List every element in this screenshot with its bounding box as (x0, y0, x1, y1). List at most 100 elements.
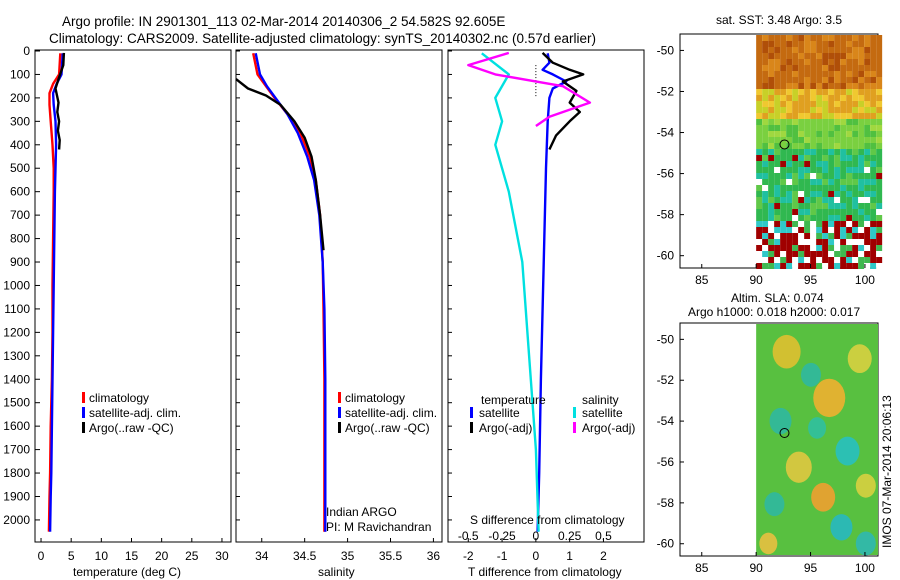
sst-cell (780, 209, 787, 215)
sst-cell (864, 113, 871, 119)
sst-cell (858, 131, 865, 137)
sst-cell (870, 131, 877, 137)
sst-cell (864, 209, 871, 215)
sst-cell (786, 209, 793, 215)
sst-cell (774, 233, 781, 239)
x-tick-label: -1 (497, 549, 508, 563)
sst-cell (870, 89, 877, 95)
sst-cell (798, 107, 805, 113)
figure-title-line2: Climatology: CARS2009. Satellite-adjuste… (49, 31, 596, 46)
sst-cell (816, 59, 823, 65)
sst-cell (876, 263, 883, 269)
sst-cell (876, 239, 883, 245)
sst-cell (858, 101, 865, 107)
sst-cell (834, 65, 841, 71)
sst-cell (846, 155, 853, 161)
sst-cell (816, 167, 823, 173)
sst-cell (876, 83, 883, 89)
sst-cell (816, 215, 823, 221)
sst-cell (858, 167, 865, 173)
sst-cell (804, 149, 811, 155)
sst-cell (816, 197, 823, 203)
sst-cell (822, 215, 829, 221)
sst-cell (870, 263, 877, 269)
sst-cell (768, 155, 775, 161)
sst-cell (816, 209, 823, 215)
sst-cell (780, 245, 787, 251)
sst-cell (840, 245, 847, 251)
sst-cell (822, 107, 829, 113)
sst-cell (810, 161, 817, 167)
sst-cell (762, 143, 769, 149)
sst-cell (786, 131, 793, 137)
sst-cell (768, 77, 775, 83)
sst-cell (822, 251, 829, 257)
sst-cell (768, 59, 775, 65)
sst-cell (810, 41, 817, 47)
sst-cell (792, 35, 799, 41)
sst-cell (792, 167, 799, 173)
sst-cell (786, 77, 793, 83)
sst-cell (762, 161, 769, 167)
sst-cell (864, 125, 871, 131)
sst-cell (834, 71, 841, 77)
sst-cell (768, 161, 775, 167)
x-tick-label: 30 (215, 549, 229, 563)
sst-cell (822, 155, 829, 161)
sst-cell (852, 179, 859, 185)
sst-cell (828, 53, 835, 59)
sst-cell (768, 107, 775, 113)
sst-cell (858, 89, 865, 95)
sst-cell (816, 119, 823, 125)
sst-cell (804, 119, 811, 125)
sst-cell (822, 245, 829, 251)
depth-tick-label: 1800 (3, 466, 30, 480)
sst-cell (876, 107, 883, 113)
sst-cell (768, 137, 775, 143)
sst-cell (858, 77, 865, 83)
float-program-label: Indian ARGO (326, 505, 397, 519)
sst-cell (804, 257, 811, 263)
sst-cell (762, 215, 769, 221)
legend-swatch (82, 392, 85, 403)
sst-cell (768, 185, 775, 191)
sst-cell (822, 173, 829, 179)
sst-cell (858, 245, 865, 251)
sst-cell (870, 239, 877, 245)
sst-cell (756, 53, 763, 59)
sst-cell (858, 185, 865, 191)
legend-label: satellite (582, 406, 623, 420)
sst-cell (858, 251, 865, 257)
sst-cell (876, 173, 883, 179)
sst-cell (816, 143, 823, 149)
sla-blob (811, 482, 836, 512)
sst-cell (762, 125, 769, 131)
series-line-argo-raw-qc- (235, 78, 325, 251)
sst-cell (798, 227, 805, 233)
sst-cell (798, 95, 805, 101)
sst-cell (774, 83, 781, 89)
sst-cell (870, 107, 877, 113)
sst-cell (870, 35, 877, 41)
sst-cell (756, 227, 763, 233)
sst-cell (864, 263, 871, 269)
sst-cell (846, 119, 853, 125)
sst-cell (774, 257, 781, 263)
sst-cell (816, 35, 823, 41)
legend-swatch (470, 407, 473, 418)
depth-tick-label: 600 (10, 185, 30, 199)
sst-cell (804, 89, 811, 95)
sst-cell (852, 77, 859, 83)
sst-cell (864, 77, 871, 83)
sst-cell (840, 65, 847, 71)
map-y-tick-label: -60 (657, 249, 675, 263)
sst-cell (846, 107, 853, 113)
sst-cell (792, 119, 799, 125)
sst-cell (846, 65, 853, 71)
sst-cell (822, 185, 829, 191)
sst-cell (810, 125, 817, 131)
sst-cell (870, 227, 877, 233)
sst-cell (774, 143, 781, 149)
sst-cell (756, 209, 763, 215)
sst-cell (810, 197, 817, 203)
